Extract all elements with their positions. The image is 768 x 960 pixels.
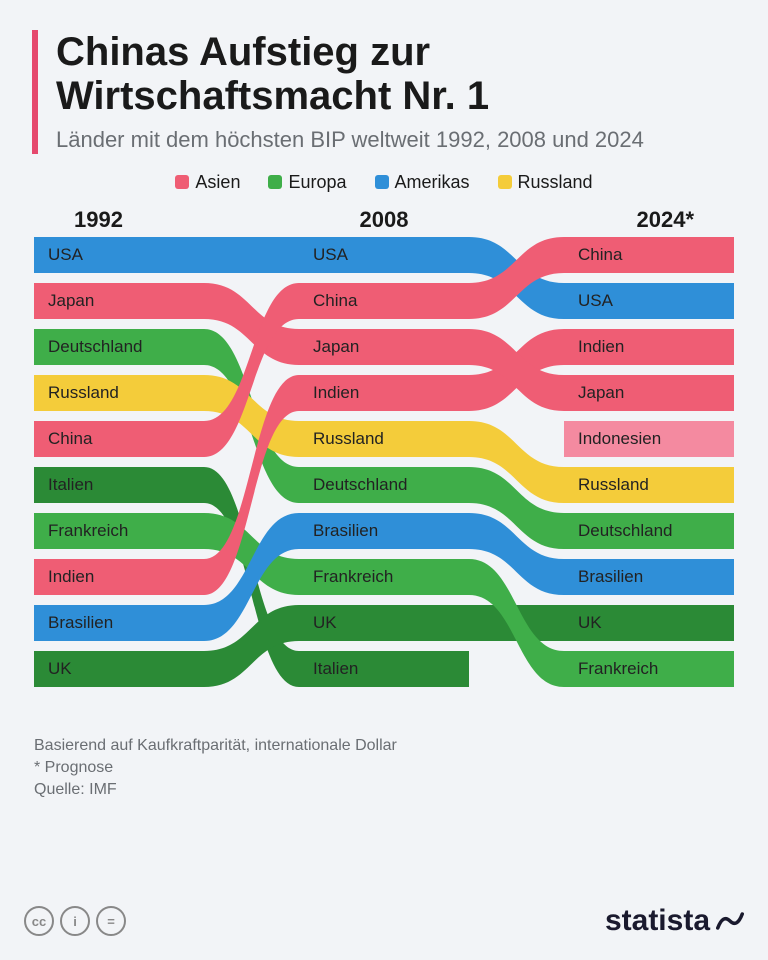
- legend-label: Russland: [518, 172, 593, 193]
- rank-label: Indien: [34, 559, 204, 595]
- footnotes: Basierend auf Kaufkraftparität, internat…: [34, 735, 734, 802]
- cc-license-icons: cc i =: [24, 906, 126, 936]
- year-3: 2024*: [487, 207, 734, 233]
- footnote-3: Quelle: IMF: [34, 779, 734, 801]
- rank-label: Japan: [564, 375, 734, 411]
- rank-label: Indien: [564, 329, 734, 365]
- rank-label: USA: [34, 237, 204, 273]
- legend-swatch: [175, 175, 189, 189]
- rank-label: China: [299, 283, 469, 319]
- footnote-2: * Prognose: [34, 757, 734, 779]
- rank-label: Italien: [34, 467, 204, 503]
- year-1: 1992: [34, 207, 281, 233]
- rank-label: Japan: [299, 329, 469, 365]
- rank-label: Japan: [34, 283, 204, 319]
- rank-label: Russland: [564, 467, 734, 503]
- rank-label: Frankreich: [299, 559, 469, 595]
- legend-item: Russland: [498, 172, 593, 193]
- rank-label: Indonesien: [564, 421, 734, 457]
- rank-label: Russland: [34, 375, 204, 411]
- rank-label: China: [564, 237, 734, 273]
- rank-label: USA: [299, 237, 469, 273]
- by-icon: i: [60, 906, 90, 936]
- page-subtitle: Länder mit dem höchsten BIP weltweit 199…: [56, 126, 744, 154]
- legend-item: Europa: [268, 172, 346, 193]
- rank-label: Brasilien: [34, 605, 204, 641]
- page-title: Chinas Aufstieg zur Wirtschaftsmacht Nr.…: [56, 30, 744, 118]
- year-2: 2008: [281, 207, 488, 233]
- rank-label: Brasilien: [564, 559, 734, 595]
- rank-label: Deutschland: [299, 467, 469, 503]
- legend-label: Asien: [195, 172, 240, 193]
- nd-icon: =: [96, 906, 126, 936]
- rank-label: Russland: [299, 421, 469, 457]
- legend-swatch: [268, 175, 282, 189]
- rank-label: USA: [564, 283, 734, 319]
- bump-chart: USA Japan Deutschland Russland China Italien F…: [34, 237, 734, 707]
- rank-label: UK: [564, 605, 734, 641]
- rank-label: Frankreich: [564, 651, 734, 687]
- brand-logo: statista: [605, 904, 744, 938]
- rank-label: Indien: [299, 375, 469, 411]
- rank-label: Deutschland: [34, 329, 204, 365]
- legend-label: Amerikas: [395, 172, 470, 193]
- legend-item: Asien: [175, 172, 240, 193]
- legend-swatch: [375, 175, 389, 189]
- rank-label: UK: [34, 651, 204, 687]
- legend: Asien Europa Amerikas Russland: [24, 172, 744, 193]
- rank-label: Deutschland: [564, 513, 734, 549]
- cc-icon: cc: [24, 906, 54, 936]
- flow-Indien: [34, 329, 734, 595]
- brand-icon: [716, 907, 744, 935]
- footnote-1: Basierend auf Kaufkraftparität, internat…: [34, 735, 734, 757]
- legend-swatch: [498, 175, 512, 189]
- legend-label: Europa: [288, 172, 346, 193]
- rank-label: Brasilien: [299, 513, 469, 549]
- rank-label: Frankreich: [34, 513, 204, 549]
- brand-name: statista: [605, 904, 710, 938]
- year-headers: 1992 2008 2024*: [34, 207, 734, 233]
- rank-label: China: [34, 421, 204, 457]
- rank-label: UK: [299, 605, 469, 641]
- legend-item: Amerikas: [375, 172, 470, 193]
- rank-label: Italien: [299, 651, 469, 687]
